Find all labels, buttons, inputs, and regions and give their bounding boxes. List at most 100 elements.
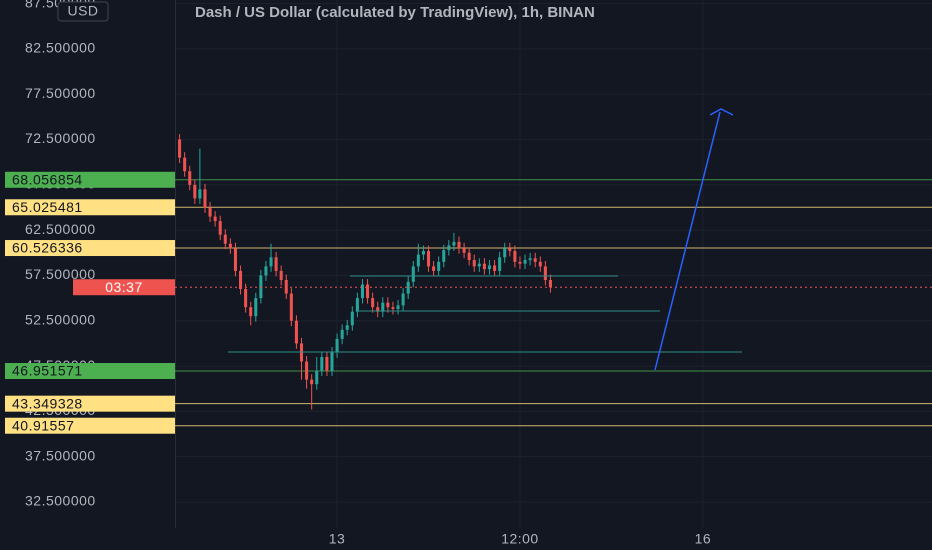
candle-body	[503, 248, 507, 258]
candle-body	[416, 254, 420, 267]
level-label: 60.526336	[12, 240, 83, 256]
candle-body	[320, 357, 324, 371]
y-tick-label: 37.500000	[25, 447, 96, 463]
level-label: 65.025481	[12, 199, 83, 215]
candle-body	[218, 221, 222, 235]
last-price-tag	[73, 279, 175, 296]
candle-body	[183, 157, 187, 172]
candle-body	[401, 293, 405, 306]
candle-body	[274, 257, 278, 271]
candle-body	[533, 258, 537, 262]
y-tick-label: 72.500000	[25, 130, 96, 146]
candle-body	[233, 248, 237, 271]
y-tick-label: 57.500000	[25, 266, 96, 282]
level-label: 46.951571	[12, 363, 83, 379]
level-label: 40.91557	[12, 417, 74, 433]
candle-body	[178, 139, 182, 158]
candle-body	[310, 379, 314, 385]
level-label: 43.349328	[12, 395, 83, 411]
candle-body	[411, 266, 415, 282]
candle-body	[477, 263, 481, 267]
candle-body	[325, 357, 329, 371]
candle-body	[335, 338, 339, 353]
candle-body	[213, 216, 217, 222]
candle-body	[249, 307, 253, 317]
y-tick-label: 77.500000	[25, 85, 96, 101]
candle-body	[528, 258, 532, 261]
level-tag	[5, 395, 175, 412]
candle-body	[239, 270, 243, 290]
candle-body	[462, 248, 466, 253]
x-tick-label: 12:00	[501, 531, 539, 547]
candle-body	[305, 361, 309, 380]
candle-body	[391, 307, 395, 309]
candle-body	[426, 250, 431, 267]
candle-body	[442, 250, 446, 262]
candle-body	[457, 241, 461, 249]
candle-body	[487, 265, 492, 270]
candle-body	[386, 302, 390, 308]
candle-body	[330, 352, 334, 371]
candle-body	[498, 257, 502, 271]
y-tick-label: 82.500000	[25, 40, 96, 56]
candle-body	[203, 189, 207, 208]
candle-body	[543, 266, 547, 280]
arrow-head	[709, 108, 734, 116]
currency-box[interactable]	[57, 1, 109, 22]
candle-body	[355, 298, 359, 312]
candle-body	[548, 279, 552, 288]
y-tick-label: 62.500000	[25, 221, 96, 237]
candle-body	[406, 281, 410, 294]
candle-body	[437, 261, 441, 271]
arrow[interactable]	[654, 111, 721, 371]
candle-body	[345, 325, 349, 330]
level-tag	[5, 199, 175, 216]
candle-body	[513, 250, 517, 262]
candle-body	[376, 307, 380, 312]
candle-body	[188, 171, 192, 185]
candle-body	[452, 241, 456, 246]
candle-body	[447, 245, 451, 251]
currency: USD	[67, 3, 98, 19]
candle-body	[340, 329, 344, 339]
level-tag	[5, 171, 175, 188]
candle-body	[223, 234, 227, 244]
chart-title: Dash / US Dollar (calculated by TradingV…	[195, 4, 595, 21]
candle-body	[294, 320, 298, 344]
y-tick-label: 32.500000	[25, 493, 96, 509]
candle-body	[432, 266, 436, 271]
candle-body	[523, 260, 527, 264]
candle-body	[193, 184, 197, 199]
candle-body	[360, 284, 364, 299]
y-tick-label: 52.500000	[25, 311, 96, 327]
countdown: 03:37	[105, 279, 143, 295]
candle-body	[467, 252, 471, 261]
candle-body	[269, 257, 273, 267]
candle-body	[350, 311, 354, 326]
candle-body	[482, 263, 486, 270]
candle-body	[421, 250, 425, 255]
candle-body	[208, 207, 212, 217]
candle-body	[472, 260, 476, 267]
level-tag	[5, 240, 175, 257]
level-label: 68.056854	[12, 172, 83, 188]
candle-body	[371, 298, 375, 308]
candle-body	[381, 302, 385, 312]
x-tick-label: 16	[695, 531, 712, 547]
level-tag	[5, 363, 175, 380]
candle-body	[396, 305, 400, 309]
candle-body	[254, 298, 258, 317]
candle-body	[518, 261, 522, 264]
level-tag	[5, 417, 175, 434]
candle-body	[508, 248, 512, 251]
candle-body	[493, 265, 497, 271]
candle-body	[538, 261, 542, 267]
candle-body	[198, 189, 202, 199]
candle-body	[279, 270, 283, 280]
x-tick-label: 13	[329, 531, 346, 547]
candle-body	[289, 293, 293, 321]
candle-body	[244, 289, 248, 308]
candle-body	[264, 266, 268, 276]
candle-body	[366, 284, 370, 299]
